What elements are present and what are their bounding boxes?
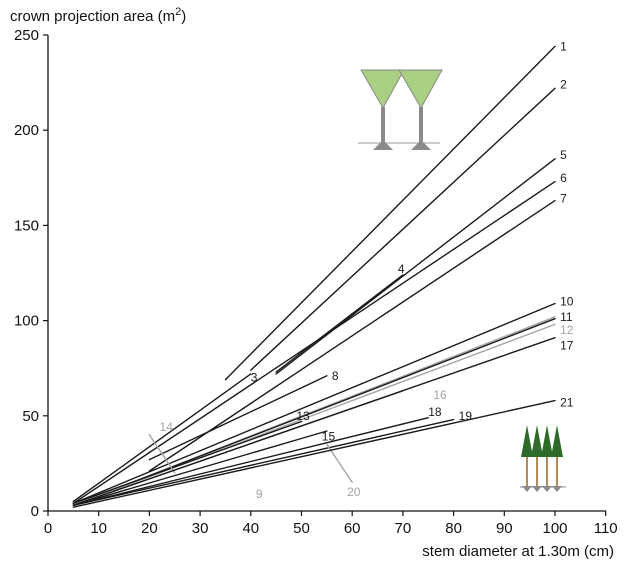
curve-17 bbox=[72, 337, 556, 506]
y-axis-title-main: crown projection area (m bbox=[10, 8, 175, 25]
x-tick-label: 40 bbox=[242, 520, 259, 537]
x-tick-label: 20 bbox=[141, 520, 158, 537]
curve-label-3: 3 bbox=[251, 371, 258, 385]
curve-15 bbox=[72, 430, 328, 506]
y-tick-label: 150 bbox=[14, 217, 39, 234]
curve-8 bbox=[148, 375, 328, 461]
y-axis-title-sup: 2 bbox=[175, 6, 181, 18]
dense-stand-trees-icon bbox=[520, 425, 566, 492]
curve-label-11: 11 bbox=[560, 310, 573, 324]
curve-10 bbox=[72, 302, 556, 505]
y-tick-label: 0 bbox=[31, 503, 39, 520]
curve-label-8: 8 bbox=[332, 369, 339, 383]
curve-label-12: 12 bbox=[560, 323, 574, 337]
curve-label-1: 1 bbox=[560, 39, 567, 53]
curve-label-5: 5 bbox=[560, 148, 567, 162]
x-tick-label: 70 bbox=[395, 520, 412, 537]
x-tick-label: 0 bbox=[44, 520, 52, 537]
x-tick-label: 110 bbox=[594, 520, 618, 537]
x-tick-label: 80 bbox=[445, 520, 462, 537]
curve-label-15: 15 bbox=[322, 430, 336, 444]
curve-18 bbox=[72, 417, 429, 506]
y-tick-label: 100 bbox=[14, 313, 39, 330]
curve-5 bbox=[275, 158, 556, 375]
curve-label-13: 13 bbox=[296, 409, 310, 423]
curve-13 bbox=[72, 420, 303, 505]
curve-label-9: 9 bbox=[256, 487, 263, 501]
curve-label-19: 19 bbox=[459, 409, 473, 423]
curve-label-14: 14 bbox=[160, 420, 174, 434]
curve-label-21: 21 bbox=[560, 395, 574, 409]
y-tick-label: 50 bbox=[22, 408, 39, 425]
y-axis-title: crown projection area (m2) bbox=[10, 6, 186, 25]
x-tick-label: 100 bbox=[542, 520, 567, 537]
curve-label-20: 20 bbox=[347, 485, 361, 499]
open-grown-trees-icon bbox=[358, 69, 443, 150]
x-tick-label: 60 bbox=[344, 520, 361, 537]
x-tick-label: 90 bbox=[496, 520, 513, 537]
curve-2 bbox=[250, 87, 556, 371]
curve-6 bbox=[72, 180, 556, 505]
curve-label-17: 17 bbox=[560, 338, 574, 352]
curve-1 bbox=[224, 45, 556, 381]
curve-label-6: 6 bbox=[560, 171, 567, 185]
y-tick-label: 200 bbox=[14, 122, 39, 139]
curve-19 bbox=[72, 418, 455, 506]
curve-7 bbox=[148, 199, 556, 472]
x-axis-title: stem diameter at 1.30m (cm) bbox=[422, 543, 614, 560]
y-axis-title-close: ) bbox=[181, 8, 186, 25]
curve-label-18: 18 bbox=[428, 405, 442, 419]
x-tick-label: 30 bbox=[192, 520, 209, 537]
curve-label-16: 16 bbox=[433, 388, 447, 402]
curve-label-7: 7 bbox=[560, 192, 567, 206]
curve-21 bbox=[72, 399, 556, 508]
x-tick-label: 10 bbox=[90, 520, 107, 537]
curves-group bbox=[72, 45, 556, 508]
curve-3 bbox=[72, 373, 252, 503]
curve-label-4: 4 bbox=[398, 262, 405, 276]
curve-14 bbox=[148, 434, 176, 474]
curve-4 bbox=[275, 274, 404, 373]
x-tick-label: 50 bbox=[293, 520, 310, 537]
y-tick-label: 250 bbox=[14, 27, 39, 44]
curve-label-2: 2 bbox=[560, 78, 567, 92]
curve-label-10: 10 bbox=[560, 295, 574, 309]
